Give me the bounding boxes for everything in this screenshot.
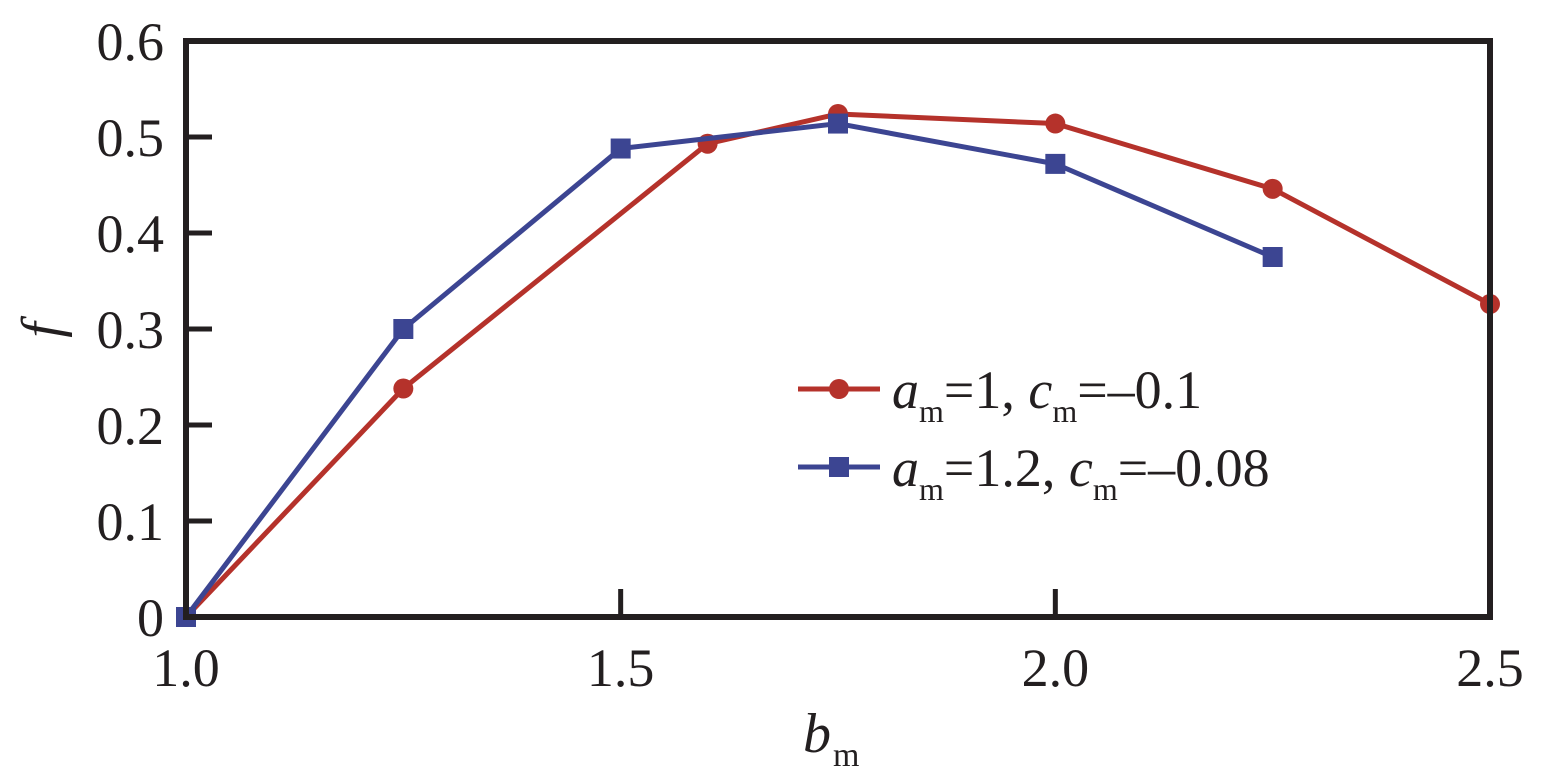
data-point	[1045, 153, 1066, 174]
y-tick-label: 0.2	[97, 396, 165, 456]
data-point	[393, 378, 414, 399]
legend-entry: am=1, cm=–0.1	[798, 360, 1202, 429]
legend-label-part: m	[919, 393, 944, 429]
series-1	[176, 113, 1283, 627]
data-point	[1262, 247, 1283, 267]
y-tick-label: 0	[137, 588, 164, 648]
y-tick-label: 0.3	[97, 300, 165, 360]
legend-entry: am=1.2, cm=–0.08	[798, 438, 1270, 507]
series-line	[184, 111, 1492, 619]
legend-label-part: =1.2,	[944, 438, 1069, 498]
series-layer	[176, 103, 1500, 627]
legend-label-part: =–0.1	[1077, 360, 1202, 420]
y-tick-label: 0.4	[97, 204, 165, 264]
plot-frame	[183, 38, 1493, 620]
legend-label: am=1, cm=–0.1	[892, 360, 1202, 429]
y-axis-label: f	[11, 315, 73, 338]
legend-marker	[829, 457, 849, 477]
x-axis-ticks: 1.0 1.5 2.0 2.5	[152, 589, 1524, 698]
legend: am=1, cm=–0.1am=1.2, cm=–0.08	[798, 360, 1270, 507]
x-axis-label: bm	[803, 703, 859, 774]
legend-label-part: m	[1052, 393, 1077, 429]
x-tick-label: 2.0	[1022, 638, 1090, 698]
legend-label-part: m	[1093, 471, 1118, 507]
x-tick-label: 2.5	[1456, 638, 1524, 698]
y-axis-ticks: 0 0.1 0.2 0.3 0.4 0.5 0.6	[97, 12, 212, 648]
legend-label-part: a	[892, 438, 919, 498]
x-tick-label: 1.0	[152, 638, 220, 698]
legend-label: am=1.2, cm=–0.08	[892, 438, 1270, 507]
data-point	[828, 113, 848, 134]
series-line	[184, 121, 1274, 619]
legend-label-part: a	[892, 360, 919, 420]
data-point	[1045, 113, 1066, 134]
legend-label-part: =1,	[944, 360, 1028, 420]
x-axis-label-main: b	[803, 703, 831, 765]
y-tick-label: 0.5	[97, 108, 165, 168]
data-point	[1262, 178, 1283, 199]
y-tick-label: 0.1	[97, 492, 165, 552]
x-tick-label: 1.5	[587, 638, 655, 698]
legend-label-part: c	[1028, 360, 1052, 420]
y-tick-label: 0.6	[97, 12, 165, 72]
legend-label-part: =–0.08	[1118, 438, 1270, 498]
data-point	[610, 138, 631, 159]
legend-label-part: m	[919, 471, 944, 507]
x-axis-label-subscript: m	[833, 737, 859, 774]
data-point	[393, 319, 414, 339]
legend-label-part: c	[1069, 438, 1093, 498]
legend-marker	[829, 379, 849, 399]
